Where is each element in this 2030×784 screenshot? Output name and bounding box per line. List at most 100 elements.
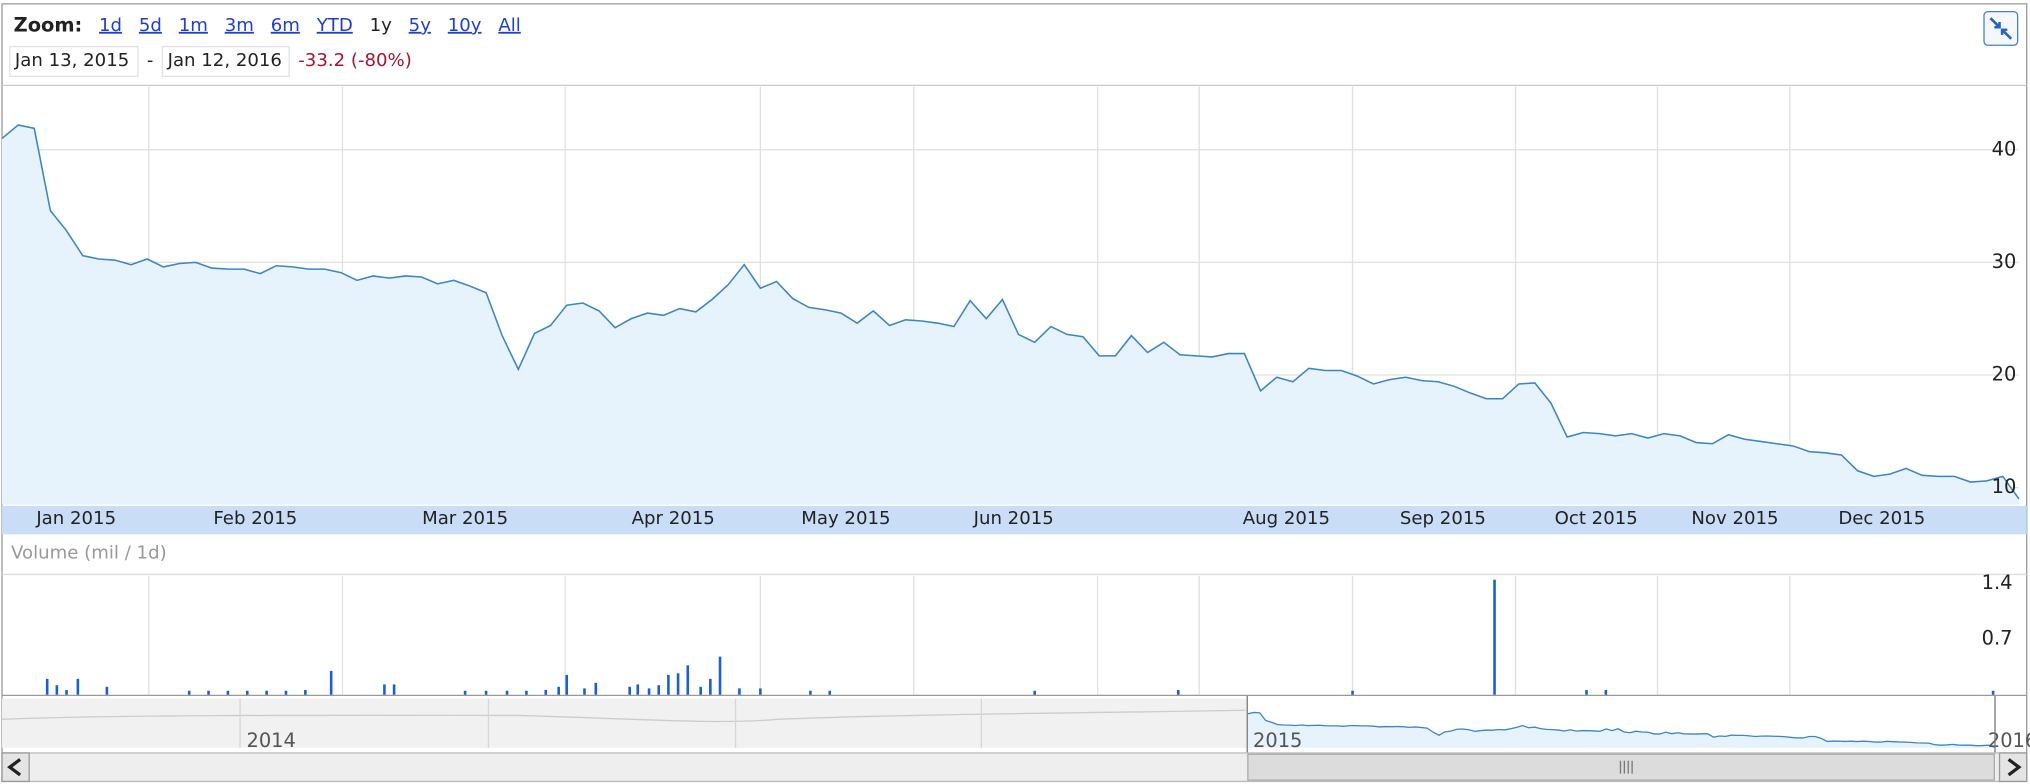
volume-bar <box>463 690 467 695</box>
volume-bar <box>525 690 528 695</box>
zoom-option[interactable]: 1d <box>99 15 122 36</box>
volume-bar <box>1604 689 1608 695</box>
zoom-option[interactable]: 6m <box>271 15 300 36</box>
navigator-history-line <box>1 709 1246 723</box>
zoom-option[interactable]: All <box>498 15 520 36</box>
zoom-option[interactable]: 5y <box>409 15 432 36</box>
volume-bar <box>647 688 651 695</box>
volume-bar <box>265 690 268 695</box>
zoom-current: 1y <box>370 15 393 36</box>
x-tick-label: Sep 2015 <box>1400 508 1486 529</box>
navigator-label: 2015 <box>1253 729 1302 752</box>
y-tick-label: 10 <box>1992 475 2017 498</box>
scroll-left[interactable] <box>1 752 30 783</box>
volume-bar <box>304 689 307 695</box>
volume-bar <box>226 690 230 695</box>
volume-bar <box>392 684 396 695</box>
volume-bar <box>759 688 762 695</box>
y-tick-label: 1.4 <box>1982 571 2013 594</box>
volume-bar <box>76 678 80 695</box>
volume-bar <box>667 674 670 695</box>
volume-bar <box>699 686 702 695</box>
volume-bar <box>484 690 488 695</box>
volume-bar <box>809 690 812 695</box>
volume-bar <box>1991 690 1995 695</box>
x-tick-label: Oct 2015 <box>1555 508 1638 529</box>
start-date: Jan 13, 2015 <box>14 50 129 71</box>
zoom-option[interactable]: 10y <box>448 15 482 36</box>
y-tick-label: 20 <box>1992 363 2017 386</box>
volume-bar <box>383 684 386 695</box>
zoom-option[interactable]: 1m <box>179 15 208 36</box>
x-tick-label: Nov 2015 <box>1691 508 1778 529</box>
volume-bar <box>505 690 509 695</box>
zoom-out-button[interactable] <box>1983 10 2019 46</box>
volume-bar <box>65 689 68 695</box>
volume-bar <box>1585 689 1588 695</box>
navigator-line <box>1247 711 1995 748</box>
navigator-label: 2016 <box>1988 729 2030 752</box>
x-tick-label: Apr 2015 <box>632 508 715 529</box>
navigator-dividers <box>239 698 983 748</box>
volume-bar <box>105 686 109 695</box>
y-tick-label: 40 <box>1992 137 2017 160</box>
volume-bar <box>1176 689 1180 695</box>
end-date-box[interactable] <box>161 45 290 77</box>
navigator-area <box>1247 712 1995 748</box>
price-line <box>1 124 2020 500</box>
volume-panel: 0.7 1.4 Volume (mil / 1d) <box>11 543 2012 695</box>
y-tick-label: 30 <box>1992 250 2017 273</box>
volume-title: Volume (mil / 1d) <box>11 543 167 564</box>
zoom-option[interactable]: 3m <box>225 15 254 36</box>
volume-bar <box>207 690 210 695</box>
change: -33.2 (-80%) <box>298 50 412 71</box>
price-panel: 10 20 30 40 Jan 2015 Feb 2015 Mar 2015 Apr 2015… <box>1 86 2020 529</box>
x-tick-label: Jun 2015 <box>973 508 1054 529</box>
zoom-option[interactable]: YTD <box>316 15 353 36</box>
price-area <box>2 124 2019 505</box>
scroll-right[interactable] <box>1998 752 2028 783</box>
volume-bar <box>557 686 560 695</box>
volume-bar <box>718 656 722 695</box>
zoom-label: Zoom: <box>14 13 83 36</box>
volume-bar <box>1351 690 1354 695</box>
volume-bar <box>709 678 712 695</box>
volume-bar <box>284 690 288 695</box>
volume-bar <box>828 690 832 695</box>
x-tick-label: Aug 2015 <box>1243 508 1330 529</box>
volume-bar <box>583 688 586 695</box>
end-date: Jan 12, 2016 <box>167 50 282 71</box>
volume-bar <box>544 689 548 695</box>
volume-bar <box>636 684 640 695</box>
month-band <box>2 505 2027 535</box>
x-tick-label: Dec 2015 <box>1838 508 1925 529</box>
x-tick-label: Feb 2015 <box>213 508 297 529</box>
navigator-label: 2014 <box>247 729 296 752</box>
scrollbar-thumb[interactable] <box>1247 753 1995 781</box>
volume-bar <box>676 673 680 695</box>
y-tick-label: 0.7 <box>1982 627 2013 650</box>
volume-bar <box>55 685 59 695</box>
start-date-box[interactable] <box>9 45 139 77</box>
volume-bar <box>594 682 598 695</box>
zoom-option[interactable]: 5d <box>139 15 162 36</box>
volume-bar <box>565 674 569 695</box>
date-separator: - <box>147 50 154 71</box>
volume-bar <box>628 686 631 695</box>
volume-bar <box>245 690 249 695</box>
x-tick-label: Jan 2015 <box>35 508 116 529</box>
navigator-outside <box>2 698 1247 748</box>
volume-bar <box>657 685 661 695</box>
scroll-grip <box>1619 760 1633 774</box>
x-tick-label: May 2015 <box>801 508 890 529</box>
volume-bar <box>329 670 333 695</box>
volume-bar <box>1033 690 1036 695</box>
volume-bar <box>738 688 741 695</box>
x-tick-label: Mar 2015 <box>422 508 508 529</box>
volume-bar <box>45 678 49 695</box>
navigator[interactable]: 2014 2015 2016 <box>247 711 2030 752</box>
volume-bar <box>187 690 191 695</box>
volume-bar <box>686 665 690 695</box>
